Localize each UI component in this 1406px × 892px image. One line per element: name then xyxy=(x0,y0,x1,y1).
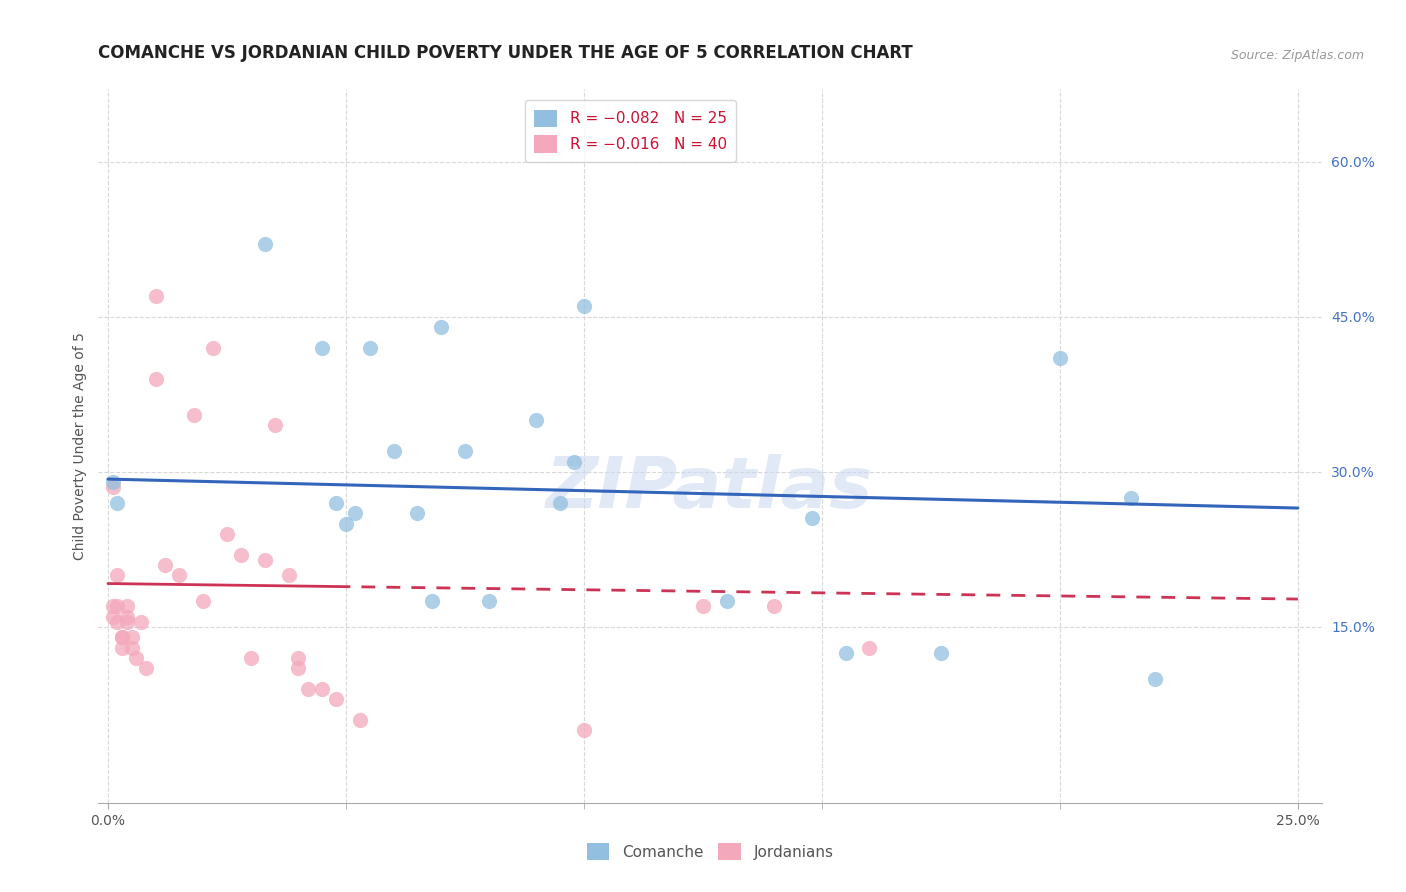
Point xyxy=(692,599,714,614)
Point xyxy=(572,723,595,738)
Point xyxy=(121,630,143,644)
Text: Source: ZipAtlas.com: Source: ZipAtlas.com xyxy=(1230,49,1364,62)
Point xyxy=(801,511,824,525)
Point xyxy=(215,527,238,541)
Point xyxy=(1144,672,1167,686)
Point xyxy=(454,444,477,458)
Point xyxy=(183,408,205,422)
Point xyxy=(548,496,571,510)
Point xyxy=(253,553,276,567)
Point xyxy=(1049,351,1071,365)
Point xyxy=(191,594,214,608)
Point xyxy=(1121,491,1143,505)
Point xyxy=(231,548,253,562)
Point xyxy=(763,599,786,614)
Point xyxy=(349,713,371,727)
Point xyxy=(834,646,856,660)
Point xyxy=(107,599,129,614)
Point xyxy=(716,594,738,608)
Point xyxy=(344,506,367,520)
Point xyxy=(169,568,191,582)
Point xyxy=(297,681,319,696)
Point xyxy=(253,237,276,252)
Point xyxy=(201,341,224,355)
Point xyxy=(382,444,405,458)
Point xyxy=(145,289,167,303)
Point xyxy=(101,609,124,624)
Point xyxy=(115,609,138,624)
Point xyxy=(101,599,124,614)
Point xyxy=(115,599,138,614)
Point xyxy=(153,558,176,572)
Legend: Comanche, Jordanians: Comanche, Jordanians xyxy=(581,837,839,866)
Point xyxy=(420,594,443,608)
Point xyxy=(335,516,357,531)
Point xyxy=(359,341,381,355)
Point xyxy=(325,496,347,510)
Point xyxy=(239,651,262,665)
Point xyxy=(125,651,148,665)
Point xyxy=(311,341,333,355)
Point xyxy=(287,661,309,675)
Point xyxy=(430,320,453,334)
Point xyxy=(287,651,309,665)
Point xyxy=(858,640,880,655)
Point xyxy=(929,646,952,660)
Point xyxy=(277,568,299,582)
Point xyxy=(111,630,134,644)
Point xyxy=(115,615,138,629)
Point xyxy=(478,594,501,608)
Point xyxy=(111,630,134,644)
Point xyxy=(101,480,124,494)
Text: ZIPatlas: ZIPatlas xyxy=(547,454,873,524)
Point xyxy=(101,475,124,490)
Point xyxy=(572,299,595,313)
Point xyxy=(325,692,347,706)
Point xyxy=(111,640,134,655)
Point xyxy=(135,661,157,675)
Point xyxy=(107,568,129,582)
Point xyxy=(129,615,152,629)
Point xyxy=(107,615,129,629)
Point xyxy=(121,640,143,655)
Y-axis label: Child Poverty Under the Age of 5: Child Poverty Under the Age of 5 xyxy=(73,332,87,560)
Point xyxy=(311,681,333,696)
Point xyxy=(564,454,586,468)
Point xyxy=(145,372,167,386)
Text: COMANCHE VS JORDANIAN CHILD POVERTY UNDER THE AGE OF 5 CORRELATION CHART: COMANCHE VS JORDANIAN CHILD POVERTY UNDE… xyxy=(98,45,912,62)
Point xyxy=(263,418,285,433)
Point xyxy=(406,506,429,520)
Point xyxy=(524,413,547,427)
Point xyxy=(107,496,129,510)
